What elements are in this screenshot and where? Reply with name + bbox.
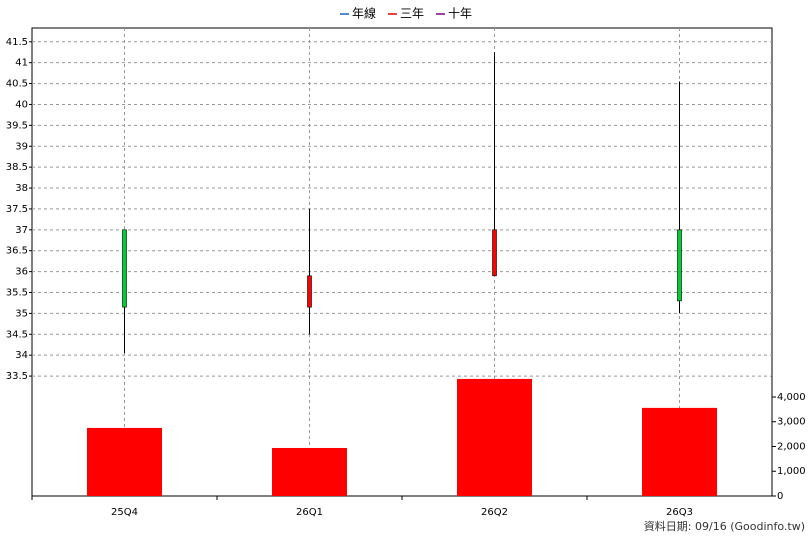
y-tick-label: 35.5 bbox=[6, 288, 28, 299]
y2-tick-label: 3,000 bbox=[777, 417, 806, 428]
y-tick-label: 40 bbox=[15, 99, 28, 110]
volume-bar bbox=[642, 407, 717, 496]
candle-body bbox=[492, 229, 497, 277]
y-tick-label: 39 bbox=[15, 141, 28, 152]
y-tick-label: 39.5 bbox=[6, 120, 28, 131]
y2-tick-label: 4,000 bbox=[777, 392, 806, 403]
y-tick-label: 34 bbox=[15, 350, 28, 361]
x-tick-label: 26Q1 bbox=[296, 507, 323, 518]
legend-label: 十年 bbox=[448, 7, 472, 21]
y-tick-label: 33.5 bbox=[6, 371, 28, 382]
y2-tick-label: 2,000 bbox=[777, 441, 806, 452]
y-tick-label: 37 bbox=[15, 225, 28, 236]
volume-bar bbox=[272, 447, 347, 496]
x-tick-label: 26Q3 bbox=[666, 507, 693, 518]
volume-bar bbox=[457, 378, 532, 496]
volume-bar bbox=[87, 427, 162, 496]
legend-label: 年線 bbox=[352, 6, 376, 21]
y-tick-label: 38 bbox=[15, 183, 28, 194]
candle-body bbox=[307, 275, 312, 308]
y-tick-label: 37.5 bbox=[6, 204, 28, 215]
y2-tick-label: 0 bbox=[777, 491, 783, 502]
candle-body bbox=[677, 229, 682, 302]
x-tick-label: 26Q2 bbox=[481, 507, 508, 518]
candle-body bbox=[122, 229, 127, 308]
x-tick-label: 25Q4 bbox=[111, 507, 138, 518]
y-tick-label: 36 bbox=[15, 267, 28, 278]
footer: 資料日期: 09/16 (Goodinfo.tw) bbox=[644, 519, 805, 533]
y-tick-label: 41 bbox=[15, 58, 28, 69]
y-tick-label: 41.5 bbox=[6, 37, 28, 48]
y-tick-label: 35 bbox=[15, 308, 28, 319]
y-tick-label: 38.5 bbox=[6, 162, 28, 173]
y-tick-label: 36.5 bbox=[6, 246, 28, 257]
y-tick-label: 40.5 bbox=[6, 79, 28, 90]
legend-label: 三年 bbox=[400, 7, 424, 21]
y-tick-label: 34.5 bbox=[6, 329, 28, 340]
y2-tick-label: 1,000 bbox=[777, 466, 806, 477]
